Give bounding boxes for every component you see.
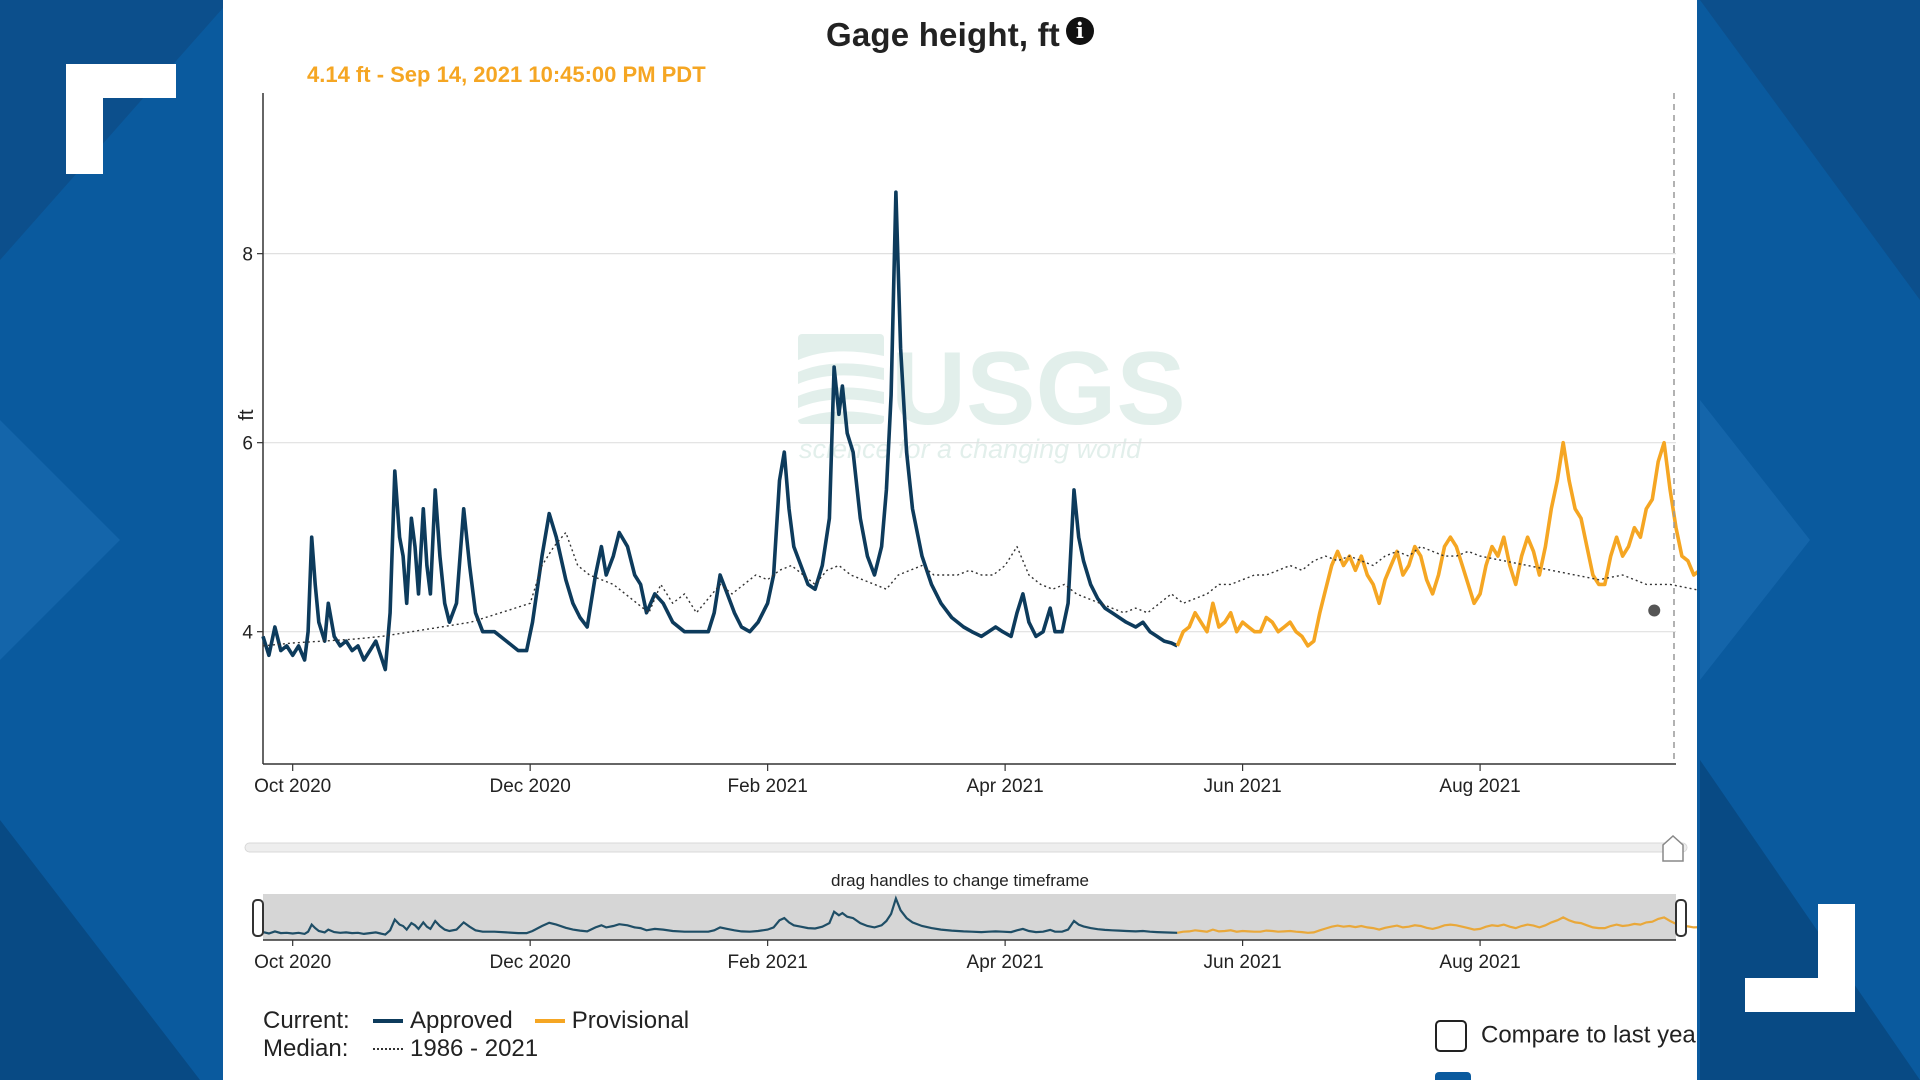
- approved-label: Approved: [410, 1006, 513, 1034]
- usgs-logo-text: USGS: [891, 331, 1186, 447]
- x-tick-label: Feb 2021: [727, 776, 807, 797]
- y-tick-label: 4: [242, 623, 253, 644]
- legend: Current: Approved Provisional Median: 1986 …: [263, 1006, 689, 1062]
- drag-hint: drag handles to change timeframe: [831, 871, 1089, 890]
- axes: 4 6 8 Oct 2020 Dec 2020 Feb 2021 Apr 2021 Jun 2…: [242, 93, 1676, 797]
- current-value-marker[interactable]: [1648, 604, 1661, 617]
- brush-x-axis: Oct 2020 Dec 2020 Feb 2021 Apr 2021 Jun 2021…: [254, 940, 1521, 973]
- brush-x-tick-label: Oct 2020: [254, 952, 331, 973]
- y-tick-label: 6: [242, 434, 253, 455]
- brush-x-tick-label: Aug 2021: [1439, 952, 1520, 973]
- brush-series: [262, 895, 1697, 936]
- median-checkbox[interactable]: [1435, 1072, 1471, 1080]
- legend-current-row: Current: Approved Provisional: [263, 1006, 689, 1034]
- current-value-readout: 4.14 ft - Sep 14, 2021 10:45:00 PM PDT: [307, 62, 706, 87]
- median-range: 1986 - 2021: [410, 1034, 539, 1062]
- brush-handle-left[interactable]: [252, 899, 264, 937]
- approved-swatch: [373, 1018, 403, 1023]
- brush-series-approved: [262, 895, 1178, 936]
- slider-handle[interactable]: [1662, 834, 1684, 862]
- info-icon[interactable]: i: [1066, 17, 1094, 45]
- compare-label: Compare to last yea: [1481, 1021, 1696, 1049]
- legend-current-label: Current:: [263, 1006, 350, 1034]
- y-tick-label: 8: [242, 245, 253, 266]
- compare-checkbox[interactable]: [1435, 1020, 1467, 1052]
- gage-height-chart[interactable]: USGS science for a changing world 4 6 8 Oct…: [223, 0, 1697, 830]
- brush-handle-right[interactable]: [1675, 899, 1687, 937]
- series-approved: [261, 190, 1179, 672]
- provisional-label: Provisional: [571, 1006, 690, 1034]
- chart-panel: Gage height, ft i 4.14 ft - Sep 14, 2021 …: [223, 0, 1697, 1080]
- timeframe-slider[interactable]: [223, 828, 1697, 868]
- brush-x-tick-label: Jun 2021: [1204, 952, 1282, 973]
- legend-median-row: Median: 1986 - 2021: [263, 1034, 689, 1062]
- data-series: [261, 190, 1697, 672]
- y-axis-label: ft: [236, 409, 258, 421]
- x-tick-label: Oct 2020: [254, 776, 331, 797]
- provisional-swatch: [534, 1018, 565, 1023]
- usgs-tagline: science for a changing world: [799, 434, 1142, 464]
- x-tick-label: Apr 2021: [967, 776, 1044, 797]
- x-tick-label: Aug 2021: [1439, 776, 1520, 797]
- brush-selection[interactable]: [263, 894, 1676, 940]
- chart-title: Gage height, ft i: [223, 16, 1697, 54]
- legend-median-label: Median:: [263, 1034, 349, 1062]
- median-swatch: [373, 1047, 403, 1050]
- brush-series-provisional: [1177, 916, 1697, 934]
- chart-title-text: Gage height, ft: [826, 16, 1060, 53]
- series-provisional: [1175, 440, 1697, 648]
- brush-x-tick-label: Dec 2020: [489, 952, 570, 973]
- compare-last-year-toggle[interactable]: Compare to last yea: [1435, 1020, 1696, 1052]
- brush-x-tick-label: Feb 2021: [727, 952, 807, 973]
- brush-overview-chart[interactable]: Oct 2020 Dec 2020 Feb 2021 Apr 2021 Jun 2021…: [223, 880, 1697, 1000]
- brush-x-tick-label: Apr 2021: [967, 952, 1044, 973]
- x-tick-label: Jun 2021: [1204, 776, 1282, 797]
- x-tick-label: Dec 2020: [489, 776, 570, 797]
- usgs-watermark: USGS science for a changing world: [798, 331, 1186, 464]
